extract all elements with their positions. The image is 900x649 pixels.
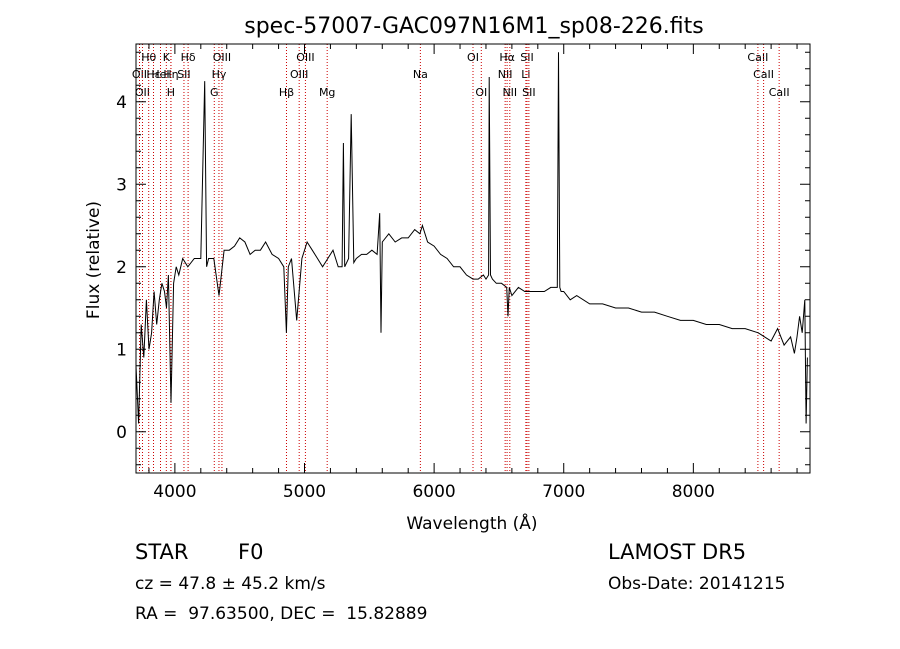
line-mark-label-12: OIII <box>213 51 231 64</box>
line-mark-label-4: HeI <box>151 68 169 81</box>
line-mark-label-10: G <box>210 86 219 99</box>
x-tick-label: 8000 <box>672 482 715 502</box>
line-mark-label-28: CaII <box>769 86 790 99</box>
x-tick-label: 6000 <box>412 482 455 502</box>
line-mark-label-21: Hα <box>499 51 515 64</box>
line-mark-label-25: SII <box>522 86 535 99</box>
line-mark-label-20: NII <box>498 68 513 81</box>
survey-name: LAMOST DR5 <box>608 540 747 564</box>
line-mark-label-0: OII <box>132 68 147 81</box>
x-tick-label: 4000 <box>153 482 196 502</box>
line-mark-label-13: Hβ <box>279 86 294 99</box>
line-mark-label-8: SII <box>177 68 190 81</box>
line-marks: OIIOIIHθHεHeIKHηHSIIHδGHγOIIIHβOIIIOIIIM… <box>132 44 790 473</box>
y-tick-label: 3 <box>116 175 127 195</box>
line-mark-label-2: Hθ <box>141 51 156 64</box>
y-tick-label: 2 <box>116 258 127 278</box>
coordinates: RA = 97.63500, DEC = 15.82889 <box>135 604 428 624</box>
line-mark-label-15: OIII <box>296 51 314 64</box>
spectrum-series-line <box>135 52 808 424</box>
y-tick-label: 4 <box>116 93 127 113</box>
line-mark-label-19: OI <box>475 86 487 99</box>
classification: STAR <box>135 540 189 564</box>
line-mark-label-18: OI <box>467 51 479 64</box>
line-mark-label-17: Na <box>413 68 428 81</box>
line-mark-label-7: H <box>167 86 175 99</box>
x-tick-label: 7000 <box>542 482 585 502</box>
x-tick-label: 5000 <box>283 482 326 502</box>
axes: 4000 5000 6000 7000 8000 0 1 2 3 4 <box>116 43 811 502</box>
line-mark-label-24: SII <box>520 51 533 64</box>
x-axis-label: Wavelength (Å) <box>406 512 537 534</box>
line-mark-label-26: CaII <box>747 51 768 64</box>
y-tick-label: 0 <box>116 423 127 443</box>
line-mark-label-14: OIII <box>290 68 308 81</box>
line-mark-label-27: CaII <box>753 68 774 81</box>
line-mark-label-1: OII <box>135 86 150 99</box>
line-mark-label-9: Hδ <box>181 51 196 64</box>
line-mark-label-5: K <box>163 51 171 64</box>
observation-date: Obs-Date: 20141215 <box>608 574 786 594</box>
line-mark-label-16: Mg <box>319 86 335 99</box>
line-mark-label-23: Li <box>521 68 530 81</box>
plot-frame <box>135 43 811 474</box>
y-tick-label: 1 <box>116 340 127 360</box>
redshift-value: cz = 47.8 ± 45.2 km/s <box>135 574 326 594</box>
line-mark-label-3: Hε <box>146 68 160 81</box>
line-mark-label-22: NII <box>502 86 517 99</box>
y-axis-label: Flux (relative) <box>84 201 104 319</box>
chart-title: spec-57007-GAC097N16M1_sp08-226.fits <box>244 14 704 39</box>
subclass: F0 <box>238 540 264 564</box>
line-mark-label-11: Hγ <box>212 68 227 81</box>
